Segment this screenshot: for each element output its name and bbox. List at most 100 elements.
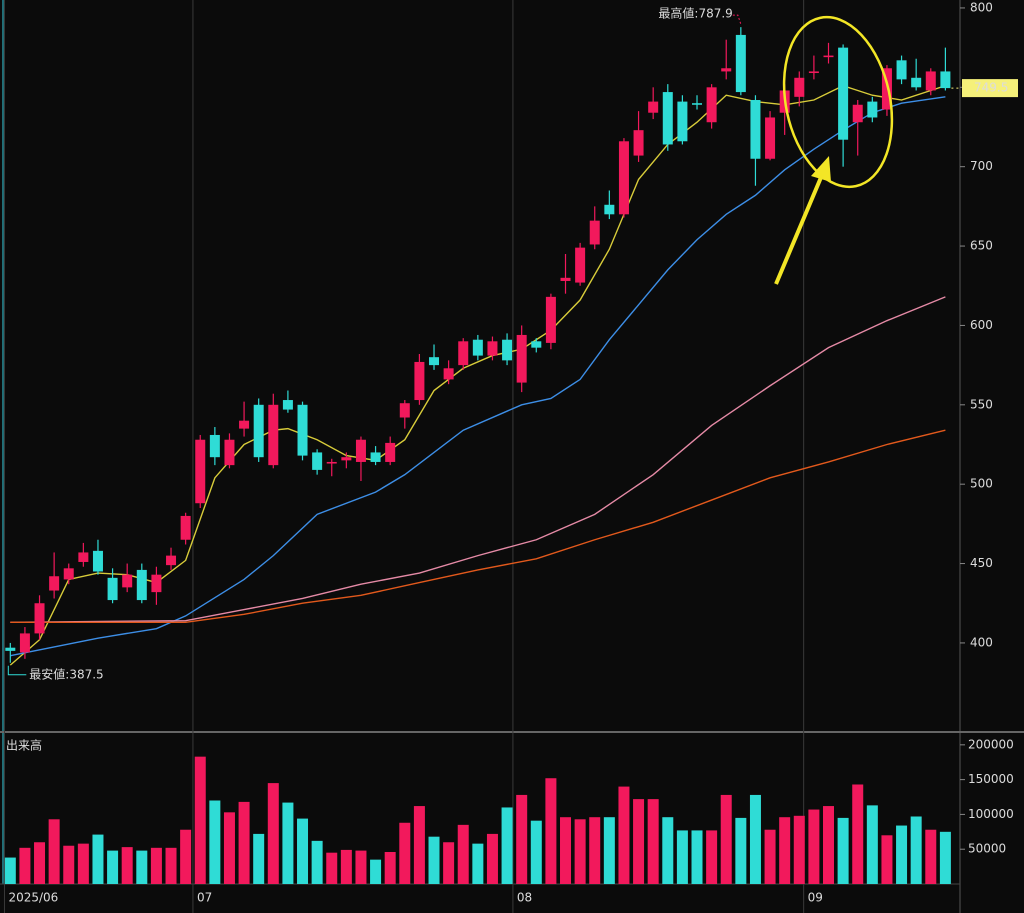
volume-bar — [545, 778, 557, 884]
candle-body — [560, 277, 571, 281]
volume-bar — [560, 817, 572, 884]
y-tick-label: 500 — [970, 477, 993, 491]
candle-body — [692, 103, 703, 105]
volume-bar — [384, 851, 396, 884]
candle-body — [765, 117, 776, 159]
candle-body — [297, 404, 308, 456]
candle-body — [414, 361, 425, 401]
candle-body — [312, 452, 323, 470]
volume-bar — [939, 831, 951, 884]
y-tick-label: 700 — [970, 159, 993, 173]
candle-body — [677, 101, 688, 142]
volume-tick-label: 50000 — [968, 842, 1006, 856]
volume-tick-label: 200000 — [968, 737, 1014, 751]
volume-bar — [19, 847, 31, 884]
candle-body — [750, 100, 761, 159]
high-label: 最高値:787.9 — [658, 6, 732, 21]
candle-body — [443, 368, 454, 380]
volume-bar — [92, 834, 104, 884]
volume-bar — [428, 836, 440, 884]
candle-body — [794, 77, 805, 97]
candle-body — [224, 439, 235, 466]
volume-bar — [63, 845, 75, 884]
volume-bar — [4, 857, 16, 884]
volume-bar — [574, 819, 586, 884]
volume-bar — [340, 849, 352, 884]
candle-body — [531, 341, 542, 348]
plot: 2025/06070809400450500550600650700750800… — [4, 0, 1018, 905]
volume-bar — [486, 833, 498, 884]
volume-bar — [676, 830, 688, 884]
volume-bar — [443, 842, 455, 884]
candle-body — [355, 439, 366, 462]
candle-body — [648, 101, 659, 113]
volume-bar — [297, 818, 309, 884]
last-price-badge — [962, 79, 1018, 98]
volume-bar — [413, 806, 425, 884]
candle-body — [195, 439, 206, 504]
candle-body — [633, 130, 644, 156]
candle-body — [896, 60, 907, 80]
moving-average-line — [10, 96, 946, 657]
candle-body — [166, 555, 177, 566]
volume-bar — [691, 830, 703, 884]
volume-bar — [589, 817, 601, 884]
volume-pane-label: 出来高 — [6, 738, 42, 753]
y-tick-label: 600 — [970, 318, 993, 332]
volume-bar — [370, 859, 382, 884]
volume-bar — [326, 852, 338, 884]
volume-bar — [355, 850, 367, 884]
volume-bar — [866, 805, 878, 884]
candle-body — [19, 633, 30, 653]
candle-body — [136, 569, 147, 601]
candle-body — [63, 568, 74, 580]
candle-body — [925, 71, 936, 91]
candle-body — [107, 577, 118, 601]
last-price-label: 749.5 — [974, 81, 1008, 95]
volume-bar — [881, 835, 893, 884]
candle-body — [808, 71, 819, 74]
candle-body — [370, 452, 381, 462]
candle-body — [239, 420, 250, 429]
candle-body — [326, 461, 337, 464]
y-tick-label: 650 — [970, 239, 993, 253]
volume-bar — [793, 815, 805, 884]
volume-bar — [823, 806, 835, 884]
volume-bar — [852, 784, 864, 884]
volume-bar — [311, 840, 323, 884]
candle-body — [838, 47, 849, 140]
candle-body — [940, 71, 951, 89]
volume-bar — [706, 830, 718, 884]
candle-body — [180, 515, 191, 540]
candle-body — [721, 68, 732, 72]
candle-body — [706, 87, 717, 123]
candle-body — [604, 204, 615, 215]
volume-bar — [633, 799, 645, 884]
candle-body — [589, 220, 600, 245]
volume-bar — [764, 829, 776, 884]
volume-bar — [735, 817, 747, 884]
volume-bar — [472, 843, 484, 884]
volume-bar — [267, 783, 279, 884]
candle-body — [618, 141, 629, 215]
x-tick-label: 2025/06 — [8, 891, 58, 905]
high-connector — [732, 14, 742, 25]
candle-body — [575, 247, 586, 283]
candle-body — [253, 404, 264, 458]
volume-bar — [253, 833, 265, 884]
volume-bar — [720, 794, 732, 884]
candle-body — [472, 339, 483, 356]
arrow-head — [811, 156, 831, 182]
candle-body — [516, 334, 527, 383]
volume-bar — [48, 819, 60, 884]
volume-bar — [530, 820, 542, 884]
candle-body — [34, 603, 45, 634]
y-tick-label: 800 — [970, 0, 993, 14]
volume-bar — [516, 794, 528, 884]
x-tick-label: 08 — [517, 891, 532, 905]
volume-bar — [194, 756, 206, 884]
volume-bar — [107, 850, 119, 884]
